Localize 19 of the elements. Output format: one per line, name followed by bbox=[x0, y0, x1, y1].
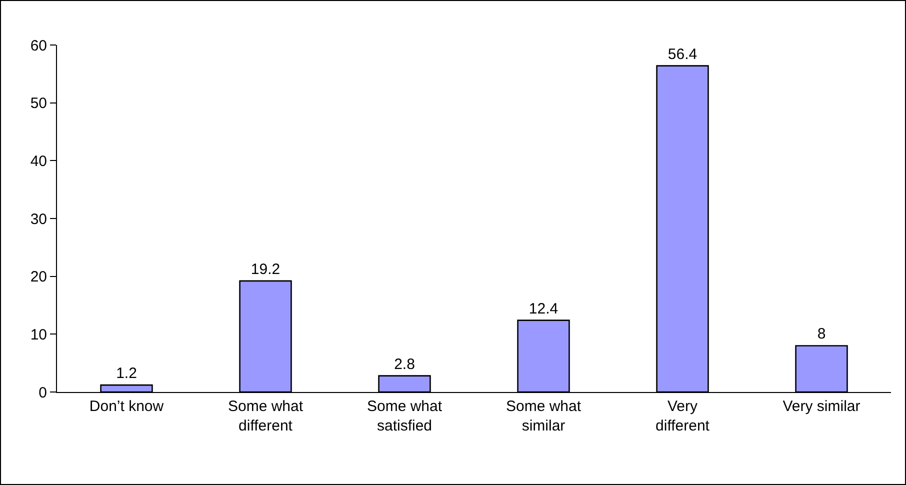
data-label: 2.8 bbox=[394, 356, 415, 373]
x-tick-label: Don’t know bbox=[89, 398, 164, 415]
data-label: 8 bbox=[817, 326, 826, 343]
x-tick-label: Very similar bbox=[782, 398, 860, 415]
data-label: 12.4 bbox=[528, 300, 558, 318]
y-tick-label: 10 bbox=[30, 326, 47, 344]
y-tick-label: 60 bbox=[30, 37, 47, 54]
y-tick-label: 50 bbox=[30, 95, 47, 112]
y-tick-label: 20 bbox=[30, 268, 47, 286]
y-tick-label: 0 bbox=[38, 384, 47, 402]
x-tick-label: Some what satisfied bbox=[366, 398, 443, 434]
x-tick-label: Some what different bbox=[228, 398, 304, 434]
x-tick-label: Very different bbox=[656, 398, 710, 434]
data-label: 19.2 bbox=[250, 260, 280, 278]
x-tick-label: Some what similar bbox=[506, 398, 582, 434]
y-tick-label: 30 bbox=[30, 210, 47, 228]
data-label: 1.2 bbox=[116, 365, 137, 382]
data-label: 56.4 bbox=[668, 46, 698, 63]
y-tick-label: 40 bbox=[30, 152, 47, 170]
